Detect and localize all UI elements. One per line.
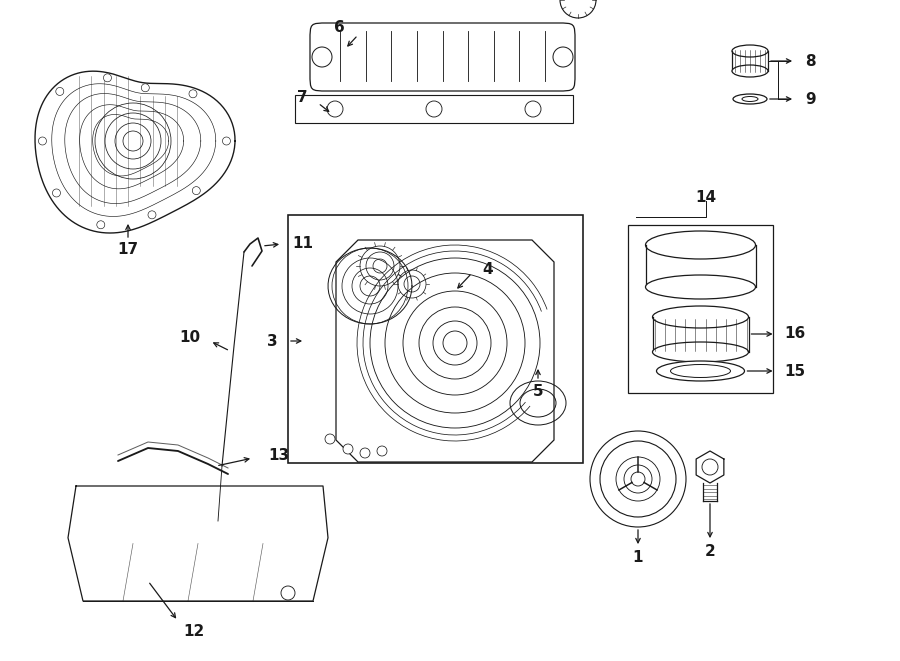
- Ellipse shape: [652, 306, 749, 328]
- Text: 10: 10: [179, 330, 200, 346]
- Polygon shape: [703, 483, 717, 501]
- Ellipse shape: [670, 364, 731, 377]
- Circle shape: [39, 137, 47, 145]
- Polygon shape: [68, 486, 328, 601]
- Circle shape: [343, 444, 353, 454]
- Text: 12: 12: [183, 623, 204, 639]
- Circle shape: [189, 90, 197, 98]
- Polygon shape: [732, 51, 768, 71]
- Text: 4: 4: [482, 262, 492, 276]
- Ellipse shape: [733, 94, 767, 104]
- PathPatch shape: [310, 23, 575, 91]
- Circle shape: [97, 221, 104, 229]
- Ellipse shape: [645, 275, 755, 299]
- Text: 15: 15: [785, 364, 806, 379]
- Circle shape: [281, 586, 295, 600]
- PathPatch shape: [336, 240, 554, 462]
- Circle shape: [222, 137, 230, 145]
- Circle shape: [56, 87, 64, 95]
- Text: 2: 2: [705, 543, 716, 559]
- Text: 7: 7: [297, 91, 308, 106]
- Circle shape: [360, 448, 370, 458]
- Text: 3: 3: [267, 334, 278, 348]
- Text: 17: 17: [117, 241, 139, 256]
- Circle shape: [600, 441, 676, 517]
- Text: 13: 13: [268, 449, 289, 463]
- Circle shape: [141, 84, 149, 92]
- Ellipse shape: [732, 65, 768, 77]
- Polygon shape: [35, 71, 235, 233]
- Circle shape: [377, 446, 387, 456]
- Ellipse shape: [656, 361, 744, 381]
- Circle shape: [52, 189, 60, 197]
- Ellipse shape: [652, 342, 749, 362]
- Ellipse shape: [742, 97, 758, 102]
- Bar: [295, 95, 573, 123]
- Circle shape: [312, 47, 332, 67]
- Text: 9: 9: [805, 91, 815, 106]
- Circle shape: [426, 101, 442, 117]
- Circle shape: [553, 47, 573, 67]
- Text: 8: 8: [805, 54, 815, 69]
- Ellipse shape: [732, 45, 768, 57]
- Text: 16: 16: [785, 327, 806, 342]
- Text: 11: 11: [292, 237, 313, 251]
- Bar: [628, 225, 773, 393]
- Circle shape: [325, 434, 335, 444]
- Text: 1: 1: [633, 549, 643, 564]
- Circle shape: [148, 211, 156, 219]
- Circle shape: [560, 0, 596, 18]
- Bar: [288, 215, 583, 463]
- Text: 6: 6: [334, 20, 345, 36]
- Circle shape: [327, 101, 343, 117]
- Polygon shape: [310, 23, 575, 91]
- Polygon shape: [652, 317, 749, 352]
- Circle shape: [104, 74, 112, 82]
- Circle shape: [193, 186, 201, 194]
- Text: 14: 14: [695, 190, 716, 204]
- Circle shape: [525, 101, 541, 117]
- Polygon shape: [696, 451, 724, 483]
- Polygon shape: [645, 245, 755, 287]
- Ellipse shape: [645, 231, 755, 259]
- Text: 5: 5: [533, 383, 544, 399]
